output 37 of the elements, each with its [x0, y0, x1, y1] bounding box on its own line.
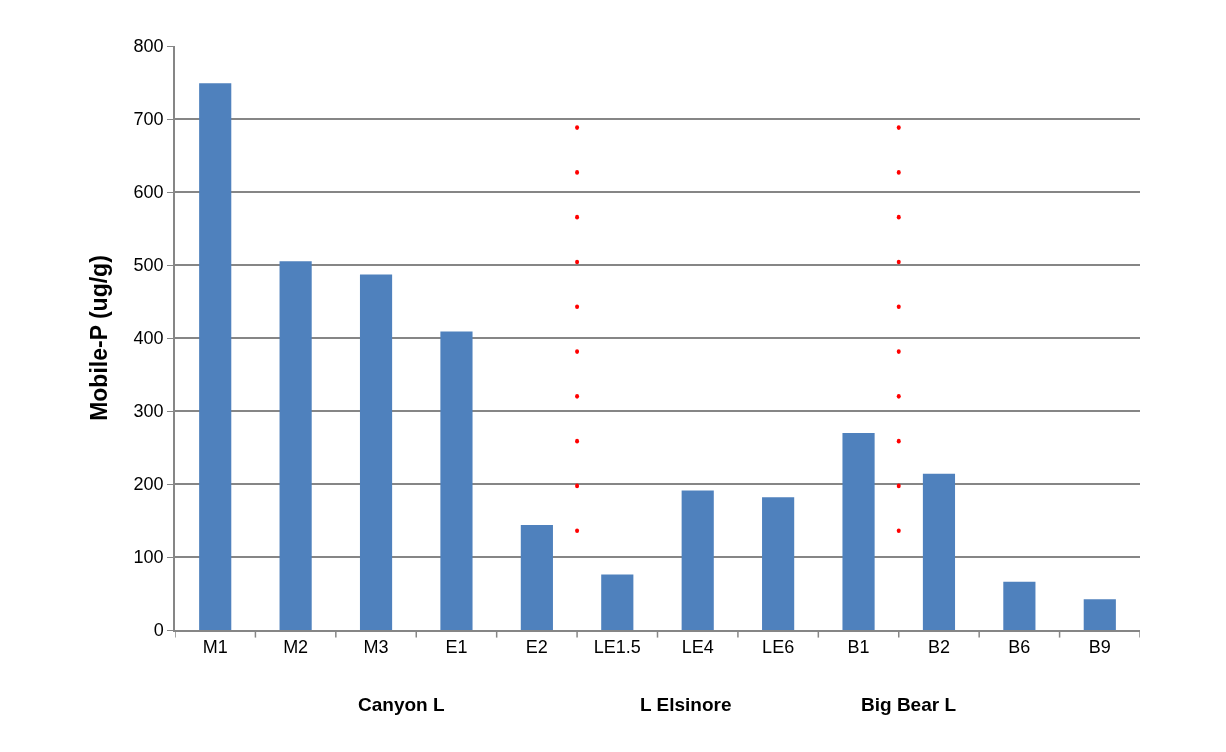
bar: [279, 261, 312, 630]
y-axis-title: Mobile-P (ug/g): [85, 255, 112, 421]
y-tick-label: 700: [133, 109, 164, 130]
x-tick-label: B1: [847, 637, 870, 658]
y-tick-label: 0: [153, 620, 164, 641]
y-tick-label: 400: [133, 328, 164, 349]
y-tick-label: 800: [133, 36, 164, 57]
x-tick-label: LE6: [762, 637, 795, 658]
bar: [842, 432, 875, 630]
bar: [681, 490, 714, 630]
x-tick-label: B6: [1008, 637, 1031, 658]
x-tick-label: LE1.5: [593, 637, 641, 658]
x-tick-label: B9: [1088, 637, 1111, 658]
y-tick-label: 600: [133, 182, 164, 203]
x-tick-label: E2: [525, 637, 548, 658]
text: Canyon L: [358, 694, 445, 715]
text: Big Bear L: [861, 694, 957, 715]
bar: [520, 524, 553, 630]
bar: [359, 274, 393, 630]
bar: [922, 473, 956, 630]
bar: [1003, 581, 1036, 630]
y-tick-label: 200: [133, 474, 164, 495]
x-tick-label: B2: [927, 637, 950, 658]
y-tick-label: 300: [133, 401, 164, 422]
bar: [440, 331, 473, 630]
x-tick-label: M1: [202, 637, 228, 658]
x-tick-label: LE4: [681, 637, 714, 658]
x-tick-label: M3: [363, 637, 389, 658]
bar: [601, 574, 634, 630]
x-tick-label: M2: [283, 637, 309, 658]
text: L Elsinore: [640, 694, 732, 715]
y-tick-label: 500: [133, 255, 164, 276]
x-tick-label: E1: [445, 637, 468, 658]
bar: [199, 83, 232, 630]
y-tick-label: 100: [133, 547, 164, 568]
bar: [1083, 599, 1116, 630]
bar: [762, 497, 795, 630]
